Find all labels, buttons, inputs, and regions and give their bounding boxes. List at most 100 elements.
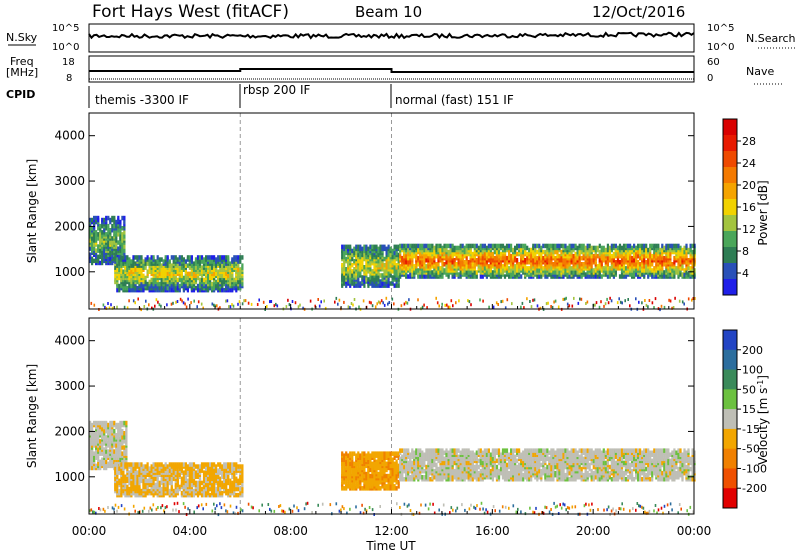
echo-cell xyxy=(550,251,553,257)
echo-cell xyxy=(516,272,519,277)
echo-cell xyxy=(451,247,454,253)
echo-cell xyxy=(578,249,581,255)
echo-cell xyxy=(347,279,350,284)
scatter-cell xyxy=(371,304,374,308)
colorbar-swatch xyxy=(723,151,737,168)
echo-cell xyxy=(93,238,96,243)
echo-cell xyxy=(489,272,492,277)
echo-cell xyxy=(423,274,426,279)
echo-cell xyxy=(176,281,179,287)
echo-cell xyxy=(647,268,650,273)
nsky-tick-bottom: 10^0 xyxy=(52,42,79,53)
echo-cell xyxy=(101,420,104,426)
scatter-cell xyxy=(663,305,666,309)
echo-cell xyxy=(355,475,358,481)
echo-cell xyxy=(572,253,575,259)
echo-cell xyxy=(225,275,228,281)
scatter-cell xyxy=(154,304,156,308)
echo-cell xyxy=(103,228,106,233)
echo-cell xyxy=(132,462,135,467)
echo-cell xyxy=(156,478,159,484)
echo-cell xyxy=(397,252,400,258)
echo-cell xyxy=(178,261,181,266)
echo-cell xyxy=(606,243,609,249)
echo-cell xyxy=(435,243,438,249)
echo-cell xyxy=(556,253,559,259)
echo-cell xyxy=(608,245,611,251)
scatter-cell xyxy=(262,300,265,304)
echo-cell xyxy=(219,267,222,272)
echo-cell xyxy=(345,244,348,250)
echo-cell xyxy=(600,245,603,251)
nsky-panel-frame xyxy=(88,23,695,53)
echo-cell xyxy=(138,263,141,268)
nave-tick-bottom: 0 xyxy=(707,73,713,84)
echo-cell xyxy=(419,270,422,275)
echo-cell xyxy=(357,279,360,284)
echo-cell xyxy=(399,243,402,249)
echo-cell xyxy=(395,244,398,250)
echo-cell xyxy=(645,260,648,265)
echo-cell xyxy=(347,482,350,487)
echo-cell xyxy=(105,449,108,454)
echo-cell xyxy=(508,243,511,249)
echo-cell xyxy=(113,232,116,237)
echo-cell xyxy=(387,279,390,284)
echo-cell xyxy=(152,267,155,272)
scatter-cell xyxy=(349,306,351,310)
echo-cell xyxy=(457,272,460,277)
scatter-cell xyxy=(539,306,542,310)
echo-cell xyxy=(123,244,126,249)
echo-cell xyxy=(347,275,350,280)
echo-cell xyxy=(118,478,121,484)
echo-cell xyxy=(186,490,189,496)
echo-cell xyxy=(221,484,224,490)
echo-cell xyxy=(363,480,366,485)
echo-cell xyxy=(361,256,364,262)
echo-cell xyxy=(164,470,167,475)
scatter-cell xyxy=(196,305,198,309)
scatter-cell xyxy=(694,297,696,300)
echo-cell xyxy=(580,262,583,267)
echo-cell xyxy=(194,464,198,469)
echo-cell xyxy=(209,486,212,492)
echo-cell xyxy=(361,486,364,491)
echo-cell xyxy=(196,480,200,486)
echo-cell xyxy=(125,426,128,432)
echo-cell xyxy=(574,255,577,261)
echo-cell xyxy=(239,486,242,492)
echo-cell xyxy=(643,258,646,263)
echo-cell xyxy=(152,277,155,283)
echo-cell xyxy=(237,486,240,492)
echo-cell xyxy=(202,462,206,467)
echo-cell xyxy=(411,253,414,259)
echo-cell xyxy=(174,275,177,281)
echo-cell xyxy=(146,261,149,266)
echo-cell xyxy=(213,267,216,272)
echo-cell xyxy=(359,281,362,286)
echo-cell xyxy=(657,243,660,249)
echo-cell xyxy=(219,462,222,467)
colorbar-tick-label: 4 xyxy=(742,267,749,280)
echo-cell xyxy=(109,217,112,223)
echo-cell xyxy=(612,264,615,269)
echo-cell xyxy=(160,263,163,268)
echo-cell xyxy=(97,236,100,241)
scatter-cell xyxy=(211,302,214,306)
echo-cell xyxy=(237,285,240,291)
echo-cell xyxy=(138,277,141,283)
echo-cell xyxy=(481,274,484,279)
echo-cell xyxy=(91,433,94,438)
echo-cell xyxy=(510,262,513,267)
scatter-cell xyxy=(550,305,552,308)
echo-cell xyxy=(207,482,210,488)
echo-cell xyxy=(427,274,430,279)
echo-cell xyxy=(188,255,191,260)
echo-cell xyxy=(164,285,167,291)
echo-cell xyxy=(345,482,348,487)
echo-cell xyxy=(401,262,404,267)
echo-cell xyxy=(241,263,244,268)
echo-cell xyxy=(99,223,102,229)
echo-cell xyxy=(681,264,684,269)
echo-cell xyxy=(166,476,169,482)
